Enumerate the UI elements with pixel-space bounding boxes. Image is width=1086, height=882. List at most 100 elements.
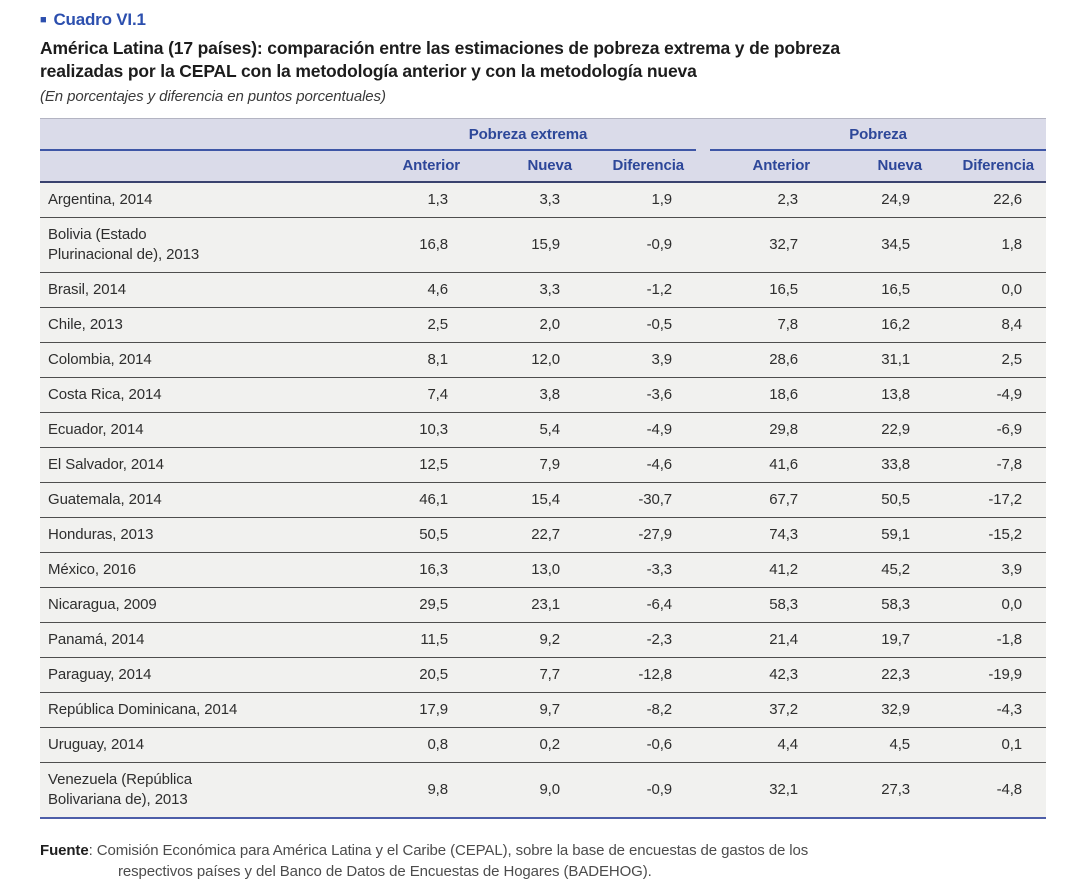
value-cell: 1,8 (934, 217, 1047, 273)
column-gap (696, 217, 711, 273)
country-cell: Honduras, 2013 (40, 517, 360, 553)
value-cell: -0,6 (584, 727, 697, 763)
value-cell: -4,8 (934, 762, 1047, 819)
value-cell: 46,1 (360, 482, 472, 518)
value-cell: 67,7 (710, 482, 823, 518)
value-cell: 22,3 (822, 657, 935, 693)
value-cell: 4,5 (822, 727, 935, 763)
value-cell: -1,2 (584, 272, 697, 308)
table-row: Honduras, 2013 50,5 22,7 -27,9 74,3 59,1 -15,2 (40, 517, 1047, 553)
value-cell: -7,8 (934, 447, 1047, 483)
value-cell: 7,9 (472, 447, 584, 483)
value-cell: -30,7 (584, 482, 697, 518)
value-cell: 22,7 (472, 517, 584, 553)
table-subtitle: (En porcentajes y diferencia en puntos p… (40, 88, 386, 105)
value-cell: 9,7 (472, 692, 584, 728)
column-gap (696, 727, 711, 763)
value-cell: -4,9 (584, 412, 697, 448)
table-row: Bolivia (Estado Plurinacional de), 2013 1… (40, 217, 1047, 273)
value-cell: 34,5 (822, 217, 935, 273)
value-cell: 18,6 (710, 377, 823, 413)
value-cell: -6,4 (584, 587, 697, 623)
value-cell: 45,2 (822, 552, 935, 588)
value-cell: -0,9 (584, 217, 697, 273)
country-cell: Colombia, 2014 (40, 342, 360, 378)
value-cell: -19,9 (934, 657, 1047, 693)
value-cell: 0,2 (472, 727, 584, 763)
country-header-cell (40, 118, 360, 151)
table-row: Guatemala, 2014 46,1 15,4 -30,7 67,7 50,5 -17,… (40, 482, 1047, 518)
country-cell: República Dominicana, 2014 (40, 692, 360, 728)
value-cell: 4,6 (360, 272, 472, 308)
column-gap (696, 447, 711, 483)
value-cell: 59,1 (822, 517, 935, 553)
column-header-nueva-extrema: Nueva (472, 150, 584, 183)
country-cell: Ecuador, 2014 (40, 412, 360, 448)
poverty-comparison-table: Pobreza extrema Pobreza Anterior Nueva D… (40, 118, 1047, 819)
value-cell: 37,2 (710, 692, 823, 728)
value-cell: 32,9 (822, 692, 935, 728)
column-gap (696, 517, 711, 553)
value-cell: 0,8 (360, 727, 472, 763)
value-cell: -27,9 (584, 517, 697, 553)
value-cell: 58,3 (710, 587, 823, 623)
column-gap (696, 272, 711, 308)
value-cell: 15,4 (472, 482, 584, 518)
table-row: Paraguay, 2014 20,5 7,7 -12,8 42,3 22,3 -19,9 (40, 657, 1047, 693)
value-cell: -4,9 (934, 377, 1047, 413)
value-cell: 7,7 (472, 657, 584, 693)
value-cell: 15,9 (472, 217, 584, 273)
value-cell: 22,9 (822, 412, 935, 448)
country-cell: Venezuela (República Bolivariana de), 20… (40, 762, 360, 819)
value-cell: 9,2 (472, 622, 584, 658)
value-cell: 17,9 (360, 692, 472, 728)
column-header-nueva-pobreza: Nueva (822, 150, 935, 183)
table-row: Colombia, 2014 8,1 12,0 3,9 28,6 31,1 2,5 (40, 342, 1047, 378)
column-gap (696, 118, 711, 150)
column-gap (696, 412, 711, 448)
value-cell: 19,7 (822, 622, 935, 658)
value-cell: -15,2 (934, 517, 1047, 553)
value-cell: 2,5 (934, 342, 1047, 378)
country-cell: Bolivia (Estado Plurinacional de), 2013 (40, 217, 360, 273)
value-cell: -4,6 (584, 447, 697, 483)
value-cell: 27,3 (822, 762, 935, 819)
value-cell: 12,0 (472, 342, 584, 378)
value-cell: 8,1 (360, 342, 472, 378)
value-cell: 74,3 (710, 517, 823, 553)
column-header-diferencia-extrema: Diferencia (584, 150, 697, 183)
value-cell: 28,6 (710, 342, 823, 378)
table-row: República Dominicana, 2014 17,9 9,7 -8,2 37,… (40, 692, 1047, 728)
value-cell: -3,3 (584, 552, 697, 588)
value-cell: -17,2 (934, 482, 1047, 518)
country-cell: Uruguay, 2014 (40, 727, 360, 763)
value-cell: 4,4 (710, 727, 823, 763)
value-cell: 16,8 (360, 217, 472, 273)
value-cell: 32,7 (710, 217, 823, 273)
value-cell: 42,3 (710, 657, 823, 693)
column-gap (696, 182, 711, 218)
column-gap (696, 587, 711, 623)
table-row: Costa Rica, 2014 7,4 3,8 -3,6 18,6 13,8 -4,9 (40, 377, 1047, 413)
table-header: Pobreza extrema Pobreza Anterior Nueva D… (40, 118, 1047, 183)
table-row: Argentina, 2014 1,3 3,3 1,9 2,3 24,9 22,6 (40, 182, 1047, 218)
value-cell: 3,3 (472, 272, 584, 308)
country-cell: México, 2016 (40, 552, 360, 588)
value-cell: 58,3 (822, 587, 935, 623)
column-gap (696, 307, 711, 343)
table-row: Nicaragua, 2009 29,5 23,1 -6,4 58,3 58,3 0,0 (40, 587, 1047, 623)
value-cell: -6,9 (934, 412, 1047, 448)
value-cell: 0,1 (934, 727, 1047, 763)
table-row: México, 2016 16,3 13,0 -3,3 41,2 45,2 3,9 (40, 552, 1047, 588)
value-cell: 3,9 (584, 342, 697, 378)
column-gap (696, 552, 711, 588)
column-gap (696, 657, 711, 693)
country-cell: Argentina, 2014 (40, 182, 360, 218)
group-header-pobreza-extrema: Pobreza extrema (360, 118, 697, 151)
source-text: : Comisión Económica para América Latina… (88, 842, 809, 880)
value-cell: 50,5 (822, 482, 935, 518)
value-cell: 16,5 (710, 272, 823, 308)
table-row: Ecuador, 2014 10,3 5,4 -4,9 29,8 22,9 -6,9 (40, 412, 1047, 448)
table-row: El Salvador, 2014 12,5 7,9 -4,6 41,6 33,8 -7,8 (40, 447, 1047, 483)
value-cell: -1,8 (934, 622, 1047, 658)
